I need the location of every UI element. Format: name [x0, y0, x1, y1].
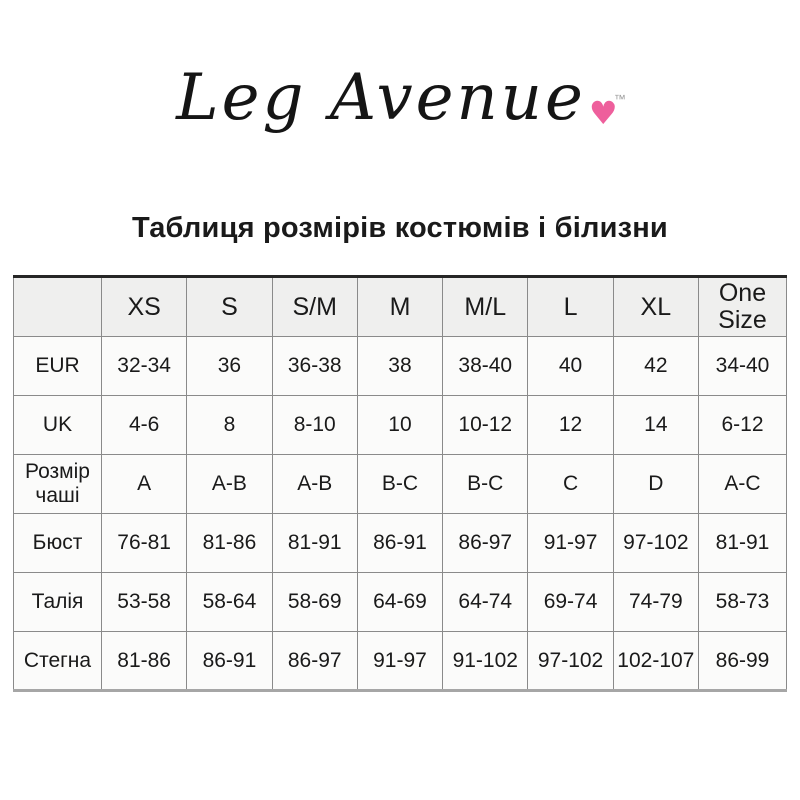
page-title: Таблиця розмірів костюмів і білизни: [132, 212, 668, 244]
size-value-cell: A-B: [186, 454, 273, 514]
column-header-one-size: One Size: [698, 275, 787, 337]
size-value-cell: 69-74: [527, 572, 614, 632]
column-header-xs: XS: [100, 275, 188, 337]
size-value-cell: 58-64: [186, 572, 273, 632]
logo-mark: ™ ♥: [586, 61, 626, 129]
table-row: EUR 32-34 36 36-38 38 38-40 40 42 34-40: [13, 336, 787, 396]
size-value-cell: 86-97: [271, 631, 358, 692]
size-value-cell: 91-102: [442, 631, 529, 692]
logo-wordmark: Leg Avenue: [176, 61, 586, 135]
size-value-cell: 6-12: [698, 395, 787, 455]
table-row: UK 4-6 8 8-10 10 10-12 12 14 6-12: [13, 395, 787, 455]
size-value-cell: 86-97: [442, 513, 529, 573]
size-chart-table: XS S S/M M M/L L XL One Size EUR 32-34 36 36-38 38 3…: [13, 275, 787, 692]
row-label-cell: UK: [13, 395, 102, 455]
size-value-cell: A: [100, 454, 188, 514]
brand-logo: Leg Avenue ™ ♥: [0, 46, 800, 150]
size-value-cell: B-C: [442, 454, 529, 514]
size-value-cell: 10: [356, 395, 444, 455]
size-value-cell: 36-38: [271, 336, 358, 396]
size-value-cell: 102-107: [612, 631, 700, 692]
size-value-cell: 4-6: [100, 395, 188, 455]
size-value-cell: 58-73: [698, 572, 787, 632]
size-value-cell: 64-74: [442, 572, 529, 632]
size-value-cell: 74-79: [612, 572, 700, 632]
column-header-l: L: [527, 275, 614, 337]
size-chart-header: XS S S/M M M/L L XL One Size: [13, 275, 787, 337]
size-value-cell: 12: [527, 395, 614, 455]
size-value-cell: 14: [612, 395, 700, 455]
size-value-cell: D: [612, 454, 700, 514]
header-row: XS S S/M M M/L L XL One Size: [13, 275, 787, 337]
size-value-cell: 8-10: [271, 395, 358, 455]
size-value-cell: 97-102: [527, 631, 614, 692]
size-value-cell: 10-12: [442, 395, 529, 455]
column-header-m-l: M/L: [442, 275, 529, 337]
size-value-cell: 81-86: [186, 513, 273, 573]
column-header-s-m: S/M: [271, 275, 358, 337]
size-value-cell: A-B: [271, 454, 358, 514]
column-header-m: M: [356, 275, 444, 337]
size-value-cell: 38: [356, 336, 444, 396]
size-value-cell: 91-97: [356, 631, 444, 692]
heart-icon: ♥: [588, 94, 621, 132]
size-value-cell: 97-102: [612, 513, 700, 573]
size-value-cell: 76-81: [100, 513, 188, 573]
table-row: Бюст 76-81 81-86 81-91 86-91 86-97 91-97 97-102…: [13, 513, 787, 573]
size-value-cell: 58-69: [271, 572, 358, 632]
row-label-cell: Розмір чаші: [13, 454, 102, 514]
column-header-xl: XL: [612, 275, 700, 337]
size-value-cell: 64-69: [356, 572, 444, 632]
size-value-cell: 81-86: [100, 631, 188, 692]
size-value-cell: 86-91: [356, 513, 444, 573]
size-value-cell: 81-91: [271, 513, 358, 573]
size-value-cell: 8: [186, 395, 273, 455]
size-value-cell: 32-34: [100, 336, 188, 396]
row-label-cell: EUR: [13, 336, 102, 396]
table-row: Талія 53-58 58-64 58-69 64-69 64-74 69-74 74-79…: [13, 572, 787, 632]
size-value-cell: 40: [527, 336, 614, 396]
row-label-cell: Талія: [13, 572, 102, 632]
size-value-cell: 38-40: [442, 336, 529, 396]
size-value-cell: B-C: [356, 454, 444, 514]
column-header-s: S: [186, 275, 273, 337]
column-header-blank: [13, 275, 102, 337]
size-value-cell: 53-58: [100, 572, 188, 632]
size-value-cell: 86-99: [698, 631, 787, 692]
row-label-cell: Бюст: [13, 513, 102, 573]
size-value-cell: 34-40: [698, 336, 787, 396]
size-value-cell: 91-97: [527, 513, 614, 573]
row-label-cell: Стегна: [13, 631, 102, 692]
table-row: Стегна 81-86 86-91 86-97 91-97 91-102 97-102 10…: [13, 631, 787, 692]
size-value-cell: C: [527, 454, 614, 514]
size-value-cell: 36: [186, 336, 273, 396]
size-value-cell: 42: [612, 336, 700, 396]
size-value-cell: A-C: [698, 454, 787, 514]
size-value-cell: 86-91: [186, 631, 273, 692]
size-chart-body: EUR 32-34 36 36-38 38 38-40 40 42 34-40 UK 4-6 8 8-1…: [13, 336, 787, 692]
brand-logo-text: Leg Avenue ™ ♥: [176, 61, 626, 135]
table-row: Розмір чаші A A-B A-B B-C B-C C D A-C: [13, 454, 787, 514]
size-value-cell: 81-91: [698, 513, 787, 573]
trademark-symbol: ™: [613, 92, 626, 106]
